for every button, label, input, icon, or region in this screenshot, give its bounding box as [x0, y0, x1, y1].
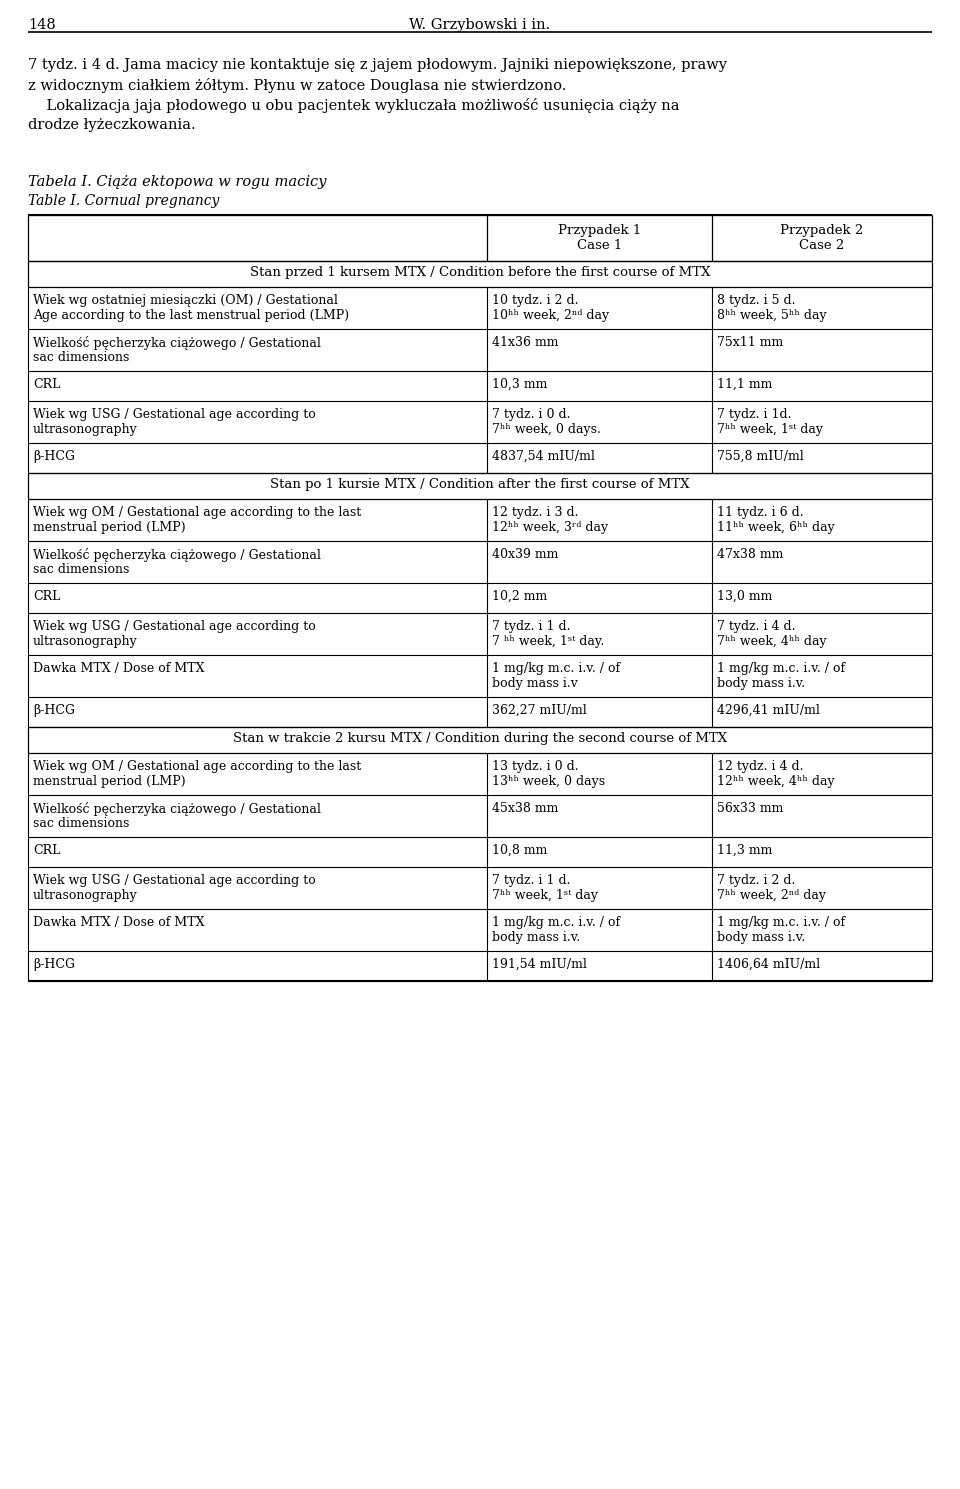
Text: Wielkość pęcherzyka ciążowego / Gestational: Wielkość pęcherzyka ciążowego / Gestatio…	[33, 548, 321, 561]
Text: CRL: CRL	[33, 590, 60, 603]
Text: 7ʰʰ week, 0 days.: 7ʰʰ week, 0 days.	[492, 423, 601, 436]
Text: menstrual period (LMP): menstrual period (LMP)	[33, 521, 185, 535]
Text: 56x33 mm: 56x33 mm	[717, 803, 783, 814]
Text: Case 2: Case 2	[800, 240, 845, 252]
Text: 12 tydz. i 4 d.: 12 tydz. i 4 d.	[717, 759, 804, 773]
Text: z widocznym ciałkiem żółtym. Płynu w zatoce Douglasa nie stwierdzono.: z widocznym ciałkiem żółtym. Płynu w zat…	[28, 77, 566, 92]
Text: 8ʰʰ week, 5ʰʰ day: 8ʰʰ week, 5ʰʰ day	[717, 310, 827, 322]
Text: 11 tydz. i 6 d.: 11 tydz. i 6 d.	[717, 506, 804, 520]
Text: Age according to the last menstrual period (LMP): Age according to the last menstrual peri…	[33, 310, 349, 322]
Text: Wiek wg USG / Gestational age according to: Wiek wg USG / Gestational age according …	[33, 874, 316, 887]
Text: 1 mg/kg m.c. i.v. / of: 1 mg/kg m.c. i.v. / of	[492, 663, 620, 675]
Text: 8 tydz. i 5 d.: 8 tydz. i 5 d.	[717, 293, 796, 307]
Text: 148: 148	[28, 18, 56, 31]
Text: Wiek wg USG / Gestational age according to: Wiek wg USG / Gestational age according …	[33, 619, 316, 633]
Text: 7 tydz. i 1d.: 7 tydz. i 1d.	[717, 408, 791, 421]
Text: 13ʰʰ week, 0 days: 13ʰʰ week, 0 days	[492, 774, 605, 788]
Text: 1406,64 mIU/ml: 1406,64 mIU/ml	[717, 957, 820, 971]
Text: drodze łyżeczkowania.: drodze łyżeczkowania.	[28, 118, 196, 133]
Text: 1 mg/kg m.c. i.v. / of: 1 mg/kg m.c. i.v. / of	[717, 663, 845, 675]
Text: Stan przed 1 kursem MTX / Condition before the first course of MTX: Stan przed 1 kursem MTX / Condition befo…	[250, 267, 710, 278]
Text: 7 tydz. i 2 d.: 7 tydz. i 2 d.	[717, 874, 796, 887]
Text: body mass i.v.: body mass i.v.	[492, 931, 580, 944]
Text: 7ʰʰ week, 2ⁿᵈ day: 7ʰʰ week, 2ⁿᵈ day	[717, 889, 826, 902]
Text: sac dimensions: sac dimensions	[33, 817, 130, 829]
Text: 755,8 mIU/ml: 755,8 mIU/ml	[717, 450, 804, 463]
Text: Stan po 1 kursie MTX / Condition after the first course of MTX: Stan po 1 kursie MTX / Condition after t…	[271, 478, 689, 491]
Text: 7ʰʰ week, 1ˢᵗ day: 7ʰʰ week, 1ˢᵗ day	[717, 423, 823, 436]
Text: 7ʰʰ week, 4ʰʰ day: 7ʰʰ week, 4ʰʰ day	[717, 634, 827, 648]
Text: 7 ʰʰ week, 1ˢᵗ day.: 7 ʰʰ week, 1ˢᵗ day.	[492, 634, 604, 648]
Text: Tabela I. Ciąża ektopowa w rogu macicy: Tabela I. Ciąża ektopowa w rogu macicy	[28, 176, 326, 189]
Text: 10,3 mm: 10,3 mm	[492, 378, 547, 392]
Text: β-HCG: β-HCG	[33, 704, 75, 718]
Text: Dawka MTX / Dose of MTX: Dawka MTX / Dose of MTX	[33, 916, 204, 929]
Text: body mass i.v.: body mass i.v.	[717, 931, 805, 944]
Text: Dawka MTX / Dose of MTX: Dawka MTX / Dose of MTX	[33, 663, 204, 675]
Text: Wielkość pęcherzyka ciążowego / Gestational: Wielkość pęcherzyka ciążowego / Gestatio…	[33, 337, 321, 350]
Text: Wiek wg USG / Gestational age according to: Wiek wg USG / Gestational age according …	[33, 408, 316, 421]
Text: W. Grzybowski i in.: W. Grzybowski i in.	[409, 18, 551, 31]
Text: body mass i.v: body mass i.v	[492, 677, 578, 689]
Text: 12ʰʰ week, 4ʰʰ day: 12ʰʰ week, 4ʰʰ day	[717, 774, 834, 788]
Text: 7 tydz. i 4 d. Jama macicy nie kontaktuje się z jajem płodowym. Jajniki niepowię: 7 tydz. i 4 d. Jama macicy nie kontaktuj…	[28, 58, 727, 71]
Text: 10 tydz. i 2 d.: 10 tydz. i 2 d.	[492, 293, 579, 307]
Text: CRL: CRL	[33, 844, 60, 858]
Text: Wiek wg ostatniej miesiączki (OM) / Gestational: Wiek wg ostatniej miesiączki (OM) / Gest…	[33, 293, 338, 307]
Text: 7 tydz. i 1 d.: 7 tydz. i 1 d.	[492, 619, 570, 633]
Text: ultrasonography: ultrasonography	[33, 889, 137, 902]
Text: 4296,41 mIU/ml: 4296,41 mIU/ml	[717, 704, 820, 718]
Text: 1 mg/kg m.c. i.v. / of: 1 mg/kg m.c. i.v. / of	[717, 916, 845, 929]
Text: 11ʰʰ week, 6ʰʰ day: 11ʰʰ week, 6ʰʰ day	[717, 521, 835, 535]
Text: Przypadek 1: Przypadek 1	[558, 223, 641, 237]
Text: β-HCG: β-HCG	[33, 957, 75, 971]
Text: 191,54 mIU/ml: 191,54 mIU/ml	[492, 957, 587, 971]
Text: ultrasonography: ultrasonography	[33, 634, 137, 648]
Text: Wiek wg OM / Gestational age according to the last: Wiek wg OM / Gestational age according t…	[33, 506, 361, 520]
Text: 10,8 mm: 10,8 mm	[492, 844, 547, 858]
Text: 4837,54 mIU/ml: 4837,54 mIU/ml	[492, 450, 595, 463]
Text: 13,0 mm: 13,0 mm	[717, 590, 773, 603]
Text: 7 tydz. i 0 d.: 7 tydz. i 0 d.	[492, 408, 570, 421]
Text: 12ʰʰ week, 3ʳᵈ day: 12ʰʰ week, 3ʳᵈ day	[492, 521, 608, 535]
Text: sac dimensions: sac dimensions	[33, 563, 130, 576]
Text: 362,27 mIU/ml: 362,27 mIU/ml	[492, 704, 587, 718]
Text: sac dimensions: sac dimensions	[33, 351, 130, 363]
Text: 40x39 mm: 40x39 mm	[492, 548, 559, 561]
Text: 45x38 mm: 45x38 mm	[492, 803, 559, 814]
Text: 13 tydz. i 0 d.: 13 tydz. i 0 d.	[492, 759, 579, 773]
Text: 7ʰʰ week, 1ˢᵗ day: 7ʰʰ week, 1ˢᵗ day	[492, 889, 598, 902]
Text: Przypadek 2: Przypadek 2	[780, 223, 864, 237]
Text: 10,2 mm: 10,2 mm	[492, 590, 547, 603]
Text: β-HCG: β-HCG	[33, 450, 75, 463]
Text: 7 tydz. i 1 d.: 7 tydz. i 1 d.	[492, 874, 570, 887]
Text: body mass i.v.: body mass i.v.	[717, 677, 805, 689]
Text: Stan w trakcie 2 kursu MTX / Condition during the second course of MTX: Stan w trakcie 2 kursu MTX / Condition d…	[233, 733, 727, 744]
Text: Wiek wg OM / Gestational age according to the last: Wiek wg OM / Gestational age according t…	[33, 759, 361, 773]
Text: Lokalizacja jaja płodowego u obu pacjentek wykluczała możliwość usunięcia ciąży : Lokalizacja jaja płodowego u obu pacjent…	[28, 98, 680, 113]
Text: 47x38 mm: 47x38 mm	[717, 548, 783, 561]
Text: Wielkość pęcherzyka ciążowego / Gestational: Wielkość pęcherzyka ciążowego / Gestatio…	[33, 803, 321, 816]
Text: 11,3 mm: 11,3 mm	[717, 844, 773, 858]
Text: 75x11 mm: 75x11 mm	[717, 337, 783, 348]
Text: 41x36 mm: 41x36 mm	[492, 337, 559, 348]
Text: ultrasonography: ultrasonography	[33, 423, 137, 436]
Text: menstrual period (LMP): menstrual period (LMP)	[33, 774, 185, 788]
Text: 12 tydz. i 3 d.: 12 tydz. i 3 d.	[492, 506, 579, 520]
Text: 1 mg/kg m.c. i.v. / of: 1 mg/kg m.c. i.v. / of	[492, 916, 620, 929]
Text: CRL: CRL	[33, 378, 60, 392]
Text: Case 1: Case 1	[577, 240, 622, 252]
Text: 10ʰʰ week, 2ⁿᵈ day: 10ʰʰ week, 2ⁿᵈ day	[492, 310, 610, 322]
Text: 7 tydz. i 4 d.: 7 tydz. i 4 d.	[717, 619, 796, 633]
Text: Table I. Cornual pregnancy: Table I. Cornual pregnancy	[28, 194, 220, 208]
Text: 11,1 mm: 11,1 mm	[717, 378, 773, 392]
